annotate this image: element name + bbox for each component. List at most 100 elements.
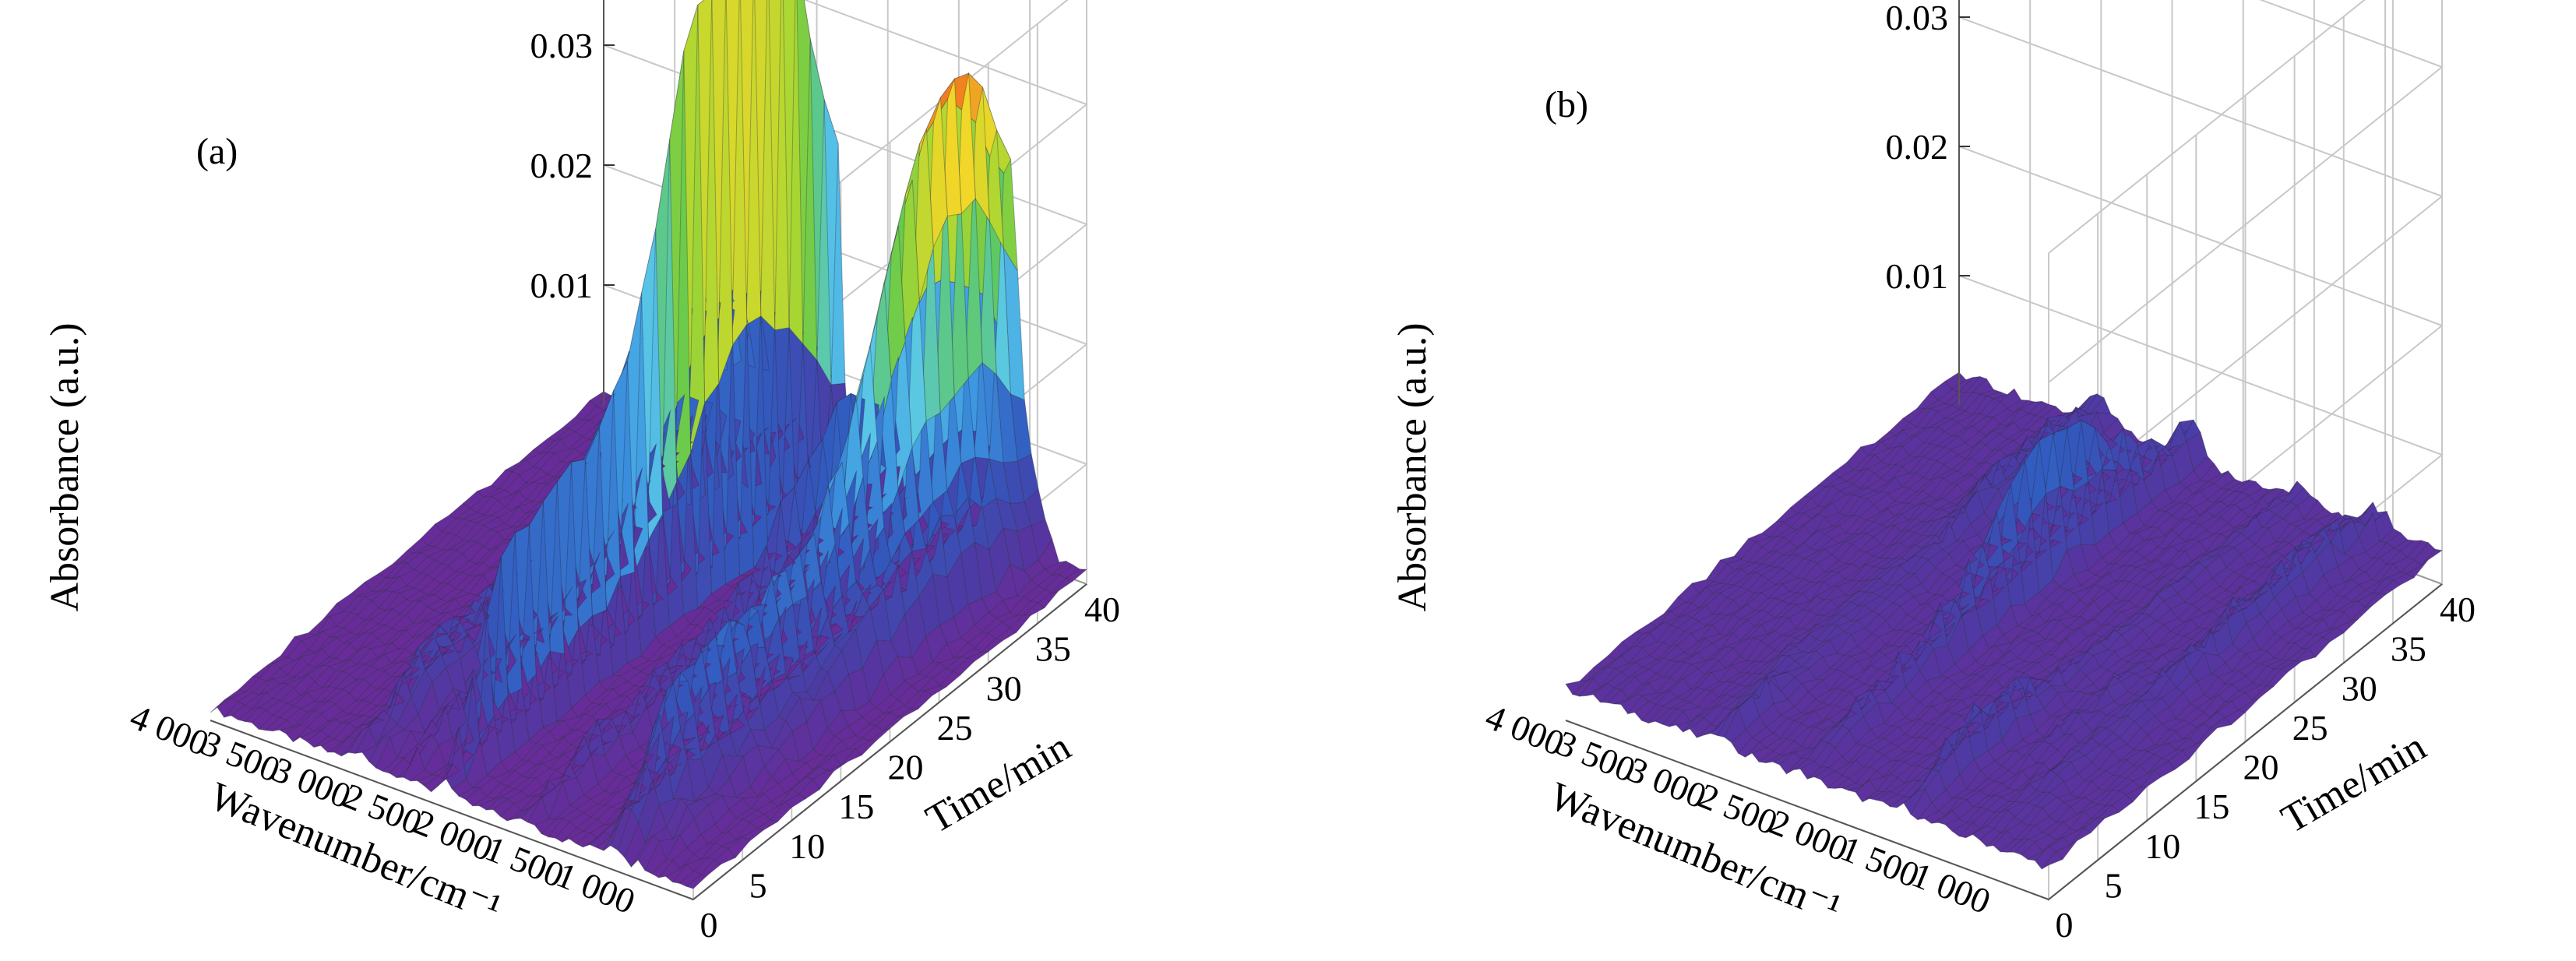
surface-cell: [336, 593, 359, 612]
surface-cell: [370, 642, 393, 659]
surface-cell: [583, 783, 605, 800]
surface-cell: [349, 646, 372, 665]
surface-cell: [2225, 533, 2249, 548]
surface-cell: [2314, 627, 2338, 638]
surface-cell: [470, 796, 495, 807]
surface-cell: [672, 847, 695, 870]
surface-cell: [678, 797, 702, 807]
panel-label-b: (b): [1545, 84, 1588, 125]
surface-cell: [293, 664, 316, 679]
surface-cell: [2294, 633, 2317, 649]
y-tick-label: 0: [700, 905, 718, 945]
surface-cell: [389, 661, 413, 678]
surface-cell: [890, 613, 912, 659]
surface-cell: [2189, 694, 2212, 709]
surface-cell: [510, 511, 533, 528]
surface-cell: [2174, 737, 2197, 752]
surface-cell: [410, 720, 432, 745]
surface-cell: [2181, 741, 2204, 760]
surface-cell: [2153, 729, 2177, 746]
x-tick-label: 1 000: [551, 854, 640, 921]
surface-cell: [919, 97, 941, 145]
surface-cell: [2170, 539, 2193, 552]
surface-cell: [1044, 574, 1066, 594]
surface-cell: [457, 787, 481, 801]
surface-cell: [375, 736, 398, 773]
surface-cell: [2218, 547, 2242, 569]
surface-cell: [707, 795, 730, 825]
surface-cell: [2308, 636, 2331, 658]
surface-cell: [2315, 586, 2338, 611]
y-tick-label: 5: [749, 865, 767, 905]
surface-cell: [384, 592, 407, 611]
surface-cell: [569, 732, 593, 748]
surface-cell: [293, 632, 317, 642]
surface-cell: [819, 645, 843, 673]
surface-cell: [265, 700, 288, 716]
surface-cell: [749, 813, 772, 829]
surface-cell: [939, 616, 961, 644]
surface-cell: [354, 702, 378, 716]
surface-cell: [2169, 601, 2193, 619]
y-tick-label: 15: [2194, 787, 2229, 826]
surface-cell: [313, 700, 337, 715]
surface-cell: [411, 606, 435, 624]
surface-cell: [2275, 542, 2297, 557]
surface-cell: [2148, 624, 2171, 648]
surface-cell: [597, 688, 621, 706]
surface-cell: [285, 723, 308, 743]
surface-cell: [230, 704, 253, 720]
surface-cell: [432, 598, 456, 614]
surface-cell: [2385, 532, 2409, 549]
surface-cell: [476, 484, 499, 498]
surface-cell: [714, 777, 737, 798]
surface-cell: [2280, 642, 2303, 661]
x-axis-line: [210, 720, 694, 900]
surface-cell: [395, 746, 418, 779]
surface-cell: [237, 706, 259, 723]
surface-cell: [292, 726, 315, 743]
surface-cell: [1044, 560, 1067, 576]
surface-cell: [826, 740, 849, 757]
z-axis-title: Absorbance (a.u.): [43, 322, 87, 611]
surface-cell: [511, 481, 534, 495]
surface-cell: [392, 550, 415, 565]
z-tick-label: 0.02: [1886, 127, 1949, 167]
surface-cell: [581, 405, 604, 421]
surface-cell: [301, 630, 323, 651]
surface-cell: [714, 808, 737, 834]
z-tick-label: 0.01: [1886, 256, 1949, 296]
surface-cell: [995, 611, 1018, 622]
surface-cell: [700, 859, 722, 876]
surface-cell: [419, 609, 442, 624]
surface-cell: [855, 701, 877, 718]
y-axis-line: [692, 583, 1087, 900]
surface-cell: [447, 553, 470, 572]
surface-cell: [280, 635, 302, 658]
surface-cell: [527, 796, 549, 826]
surface-cell: [292, 691, 315, 709]
surface-cell: [2323, 565, 2345, 589]
surface-cell: [603, 802, 625, 837]
surface-cell: [2163, 566, 2186, 581]
surface-cell: [770, 720, 793, 751]
surface-cell: [918, 661, 941, 678]
surface-cell: [589, 391, 611, 407]
surface-cell: [562, 729, 586, 746]
surface-cell: [2252, 650, 2275, 664]
surface-cell: [2226, 509, 2250, 529]
z-gridline: [2048, 0, 2366, 254]
surface-cell: [527, 785, 551, 797]
surface-cell: [511, 499, 534, 512]
surface-cell: [2196, 711, 2218, 728]
surface-cell: [812, 671, 835, 701]
surface-cell: [2224, 670, 2247, 685]
surface-cell: [2349, 590, 2373, 603]
surface-cell: [685, 874, 709, 889]
surface-cell: [349, 632, 372, 653]
surface-cell: [784, 759, 808, 775]
surface-cell: [2282, 505, 2305, 525]
